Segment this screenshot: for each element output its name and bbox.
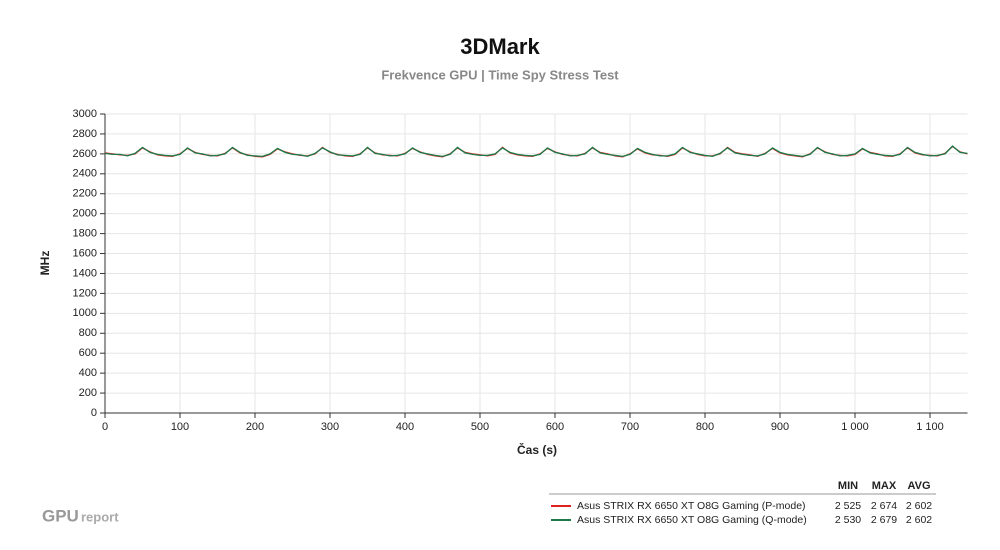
y-tick-label: 800 (79, 327, 97, 339)
legend-stat: 2 674 (871, 500, 897, 512)
logo: GPU report (42, 506, 119, 525)
x-tick-label: 500 (471, 421, 489, 433)
x-tick-label: 900 (771, 421, 789, 433)
y-tick-label: 200 (79, 387, 97, 399)
legend-stat: 2 602 (906, 500, 932, 512)
x-tick-label: 1 100 (916, 421, 944, 433)
y-tick-label: 3000 (73, 108, 97, 120)
legend-header: MAX (872, 480, 897, 492)
y-tick-label: 1400 (73, 267, 97, 279)
x-tick-label: 1 000 (841, 421, 869, 433)
y-tick-label: 1800 (73, 228, 97, 240)
x-axis-title: Čas (s) (517, 442, 557, 457)
y-tick-label: 2200 (73, 188, 97, 200)
logo-sub: report (81, 509, 119, 524)
x-tick-label: 400 (396, 421, 414, 433)
y-tick-label: 2800 (73, 128, 97, 140)
x-tick-label: 100 (171, 421, 189, 433)
y-tick-label: 2400 (73, 168, 97, 180)
x-tick-label: 800 (696, 421, 714, 433)
logo-main: GPU (42, 506, 79, 525)
y-tick-label: 2000 (73, 208, 97, 220)
y-tick-label: 0 (91, 407, 97, 419)
chart-title: 3DMark (460, 34, 540, 59)
x-tick-label: 200 (246, 421, 264, 433)
y-tick-label: 600 (79, 347, 97, 359)
chart-subtitle: Frekvence GPU | Time Spy Stress Test (381, 67, 619, 82)
legend-entry: Asus STRIX RX 6650 XT O8G Gaming (P-mode… (577, 500, 806, 512)
legend-header: AVG (907, 480, 930, 492)
y-tick-label: 1600 (73, 247, 97, 259)
x-tick-label: 0 (102, 421, 108, 433)
x-tick-label: 700 (621, 421, 639, 433)
x-tick-label: 300 (321, 421, 339, 433)
y-tick-label: 1200 (73, 287, 97, 299)
y-tick-label: 1000 (73, 307, 97, 319)
legend-stat: 2 530 (835, 514, 861, 526)
legend-stat: 2 679 (871, 514, 897, 526)
legend-stat: 2 525 (835, 500, 861, 512)
legend-stat: 2 602 (906, 514, 932, 526)
y-tick-label: 400 (79, 367, 97, 379)
x-tick-label: 600 (546, 421, 564, 433)
legend-entry: Asus STRIX RX 6650 XT O8G Gaming (Q-mode… (577, 514, 807, 526)
series-line (104, 145, 968, 158)
y-axis-title: MHz (38, 251, 52, 276)
legend-header: MIN (838, 480, 858, 492)
y-tick-label: 2600 (73, 148, 97, 160)
